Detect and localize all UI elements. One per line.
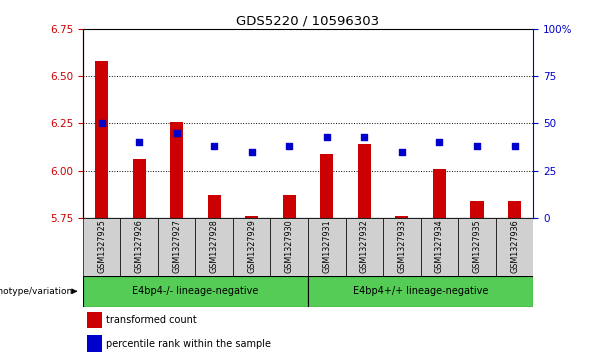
Bar — [87, 312, 102, 329]
Bar — [433, 169, 446, 218]
Bar — [508, 201, 521, 218]
Text: percentile rank within the sample: percentile rank within the sample — [107, 339, 272, 349]
Text: GSM1327925: GSM1327925 — [97, 220, 106, 273]
Text: GSM1327928: GSM1327928 — [210, 220, 219, 273]
Text: GSM1327926: GSM1327926 — [135, 220, 143, 273]
Point — [284, 143, 294, 149]
Bar — [87, 335, 102, 352]
Bar — [383, 218, 421, 276]
Point — [97, 121, 107, 126]
Text: GSM1327936: GSM1327936 — [510, 220, 519, 273]
Point — [509, 143, 519, 149]
Bar — [395, 216, 408, 218]
Bar — [458, 218, 496, 276]
Bar — [95, 61, 108, 218]
Text: GSM1327935: GSM1327935 — [473, 220, 481, 273]
Bar — [170, 122, 183, 218]
Text: GSM1327927: GSM1327927 — [172, 220, 181, 273]
Point — [134, 139, 144, 145]
Text: GSM1327931: GSM1327931 — [322, 220, 331, 273]
Bar — [320, 154, 333, 218]
Bar — [158, 218, 196, 276]
Text: GSM1327932: GSM1327932 — [360, 220, 369, 273]
Bar — [245, 216, 258, 218]
Bar — [120, 218, 158, 276]
Bar — [83, 218, 120, 276]
Point — [209, 143, 219, 149]
Title: GDS5220 / 10596303: GDS5220 / 10596303 — [237, 15, 379, 28]
Point — [247, 149, 257, 155]
Text: GSM1327929: GSM1327929 — [247, 220, 256, 273]
Point — [359, 134, 369, 139]
Bar — [270, 218, 308, 276]
Bar — [83, 276, 308, 307]
Text: E4bp4-/- lineage-negative: E4bp4-/- lineage-negative — [132, 286, 259, 296]
Text: E4bp4+/+ lineage-negative: E4bp4+/+ lineage-negative — [353, 286, 489, 296]
Point — [322, 134, 332, 139]
Text: GSM1327933: GSM1327933 — [397, 220, 406, 273]
Bar — [421, 218, 458, 276]
Bar — [358, 144, 371, 218]
Text: GSM1327930: GSM1327930 — [285, 220, 294, 273]
Text: genotype/variation: genotype/variation — [0, 287, 73, 296]
Text: transformed count: transformed count — [107, 315, 197, 325]
Bar — [308, 276, 533, 307]
Bar — [308, 218, 346, 276]
Point — [472, 143, 482, 149]
Text: GSM1327934: GSM1327934 — [435, 220, 444, 273]
Bar — [283, 195, 296, 218]
Bar — [346, 218, 383, 276]
Bar — [132, 159, 146, 218]
Bar — [470, 201, 484, 218]
Bar — [208, 195, 221, 218]
Bar — [196, 218, 233, 276]
Point — [435, 139, 444, 145]
Bar — [496, 218, 533, 276]
Point — [397, 149, 407, 155]
Point — [172, 130, 181, 136]
Bar — [233, 218, 270, 276]
